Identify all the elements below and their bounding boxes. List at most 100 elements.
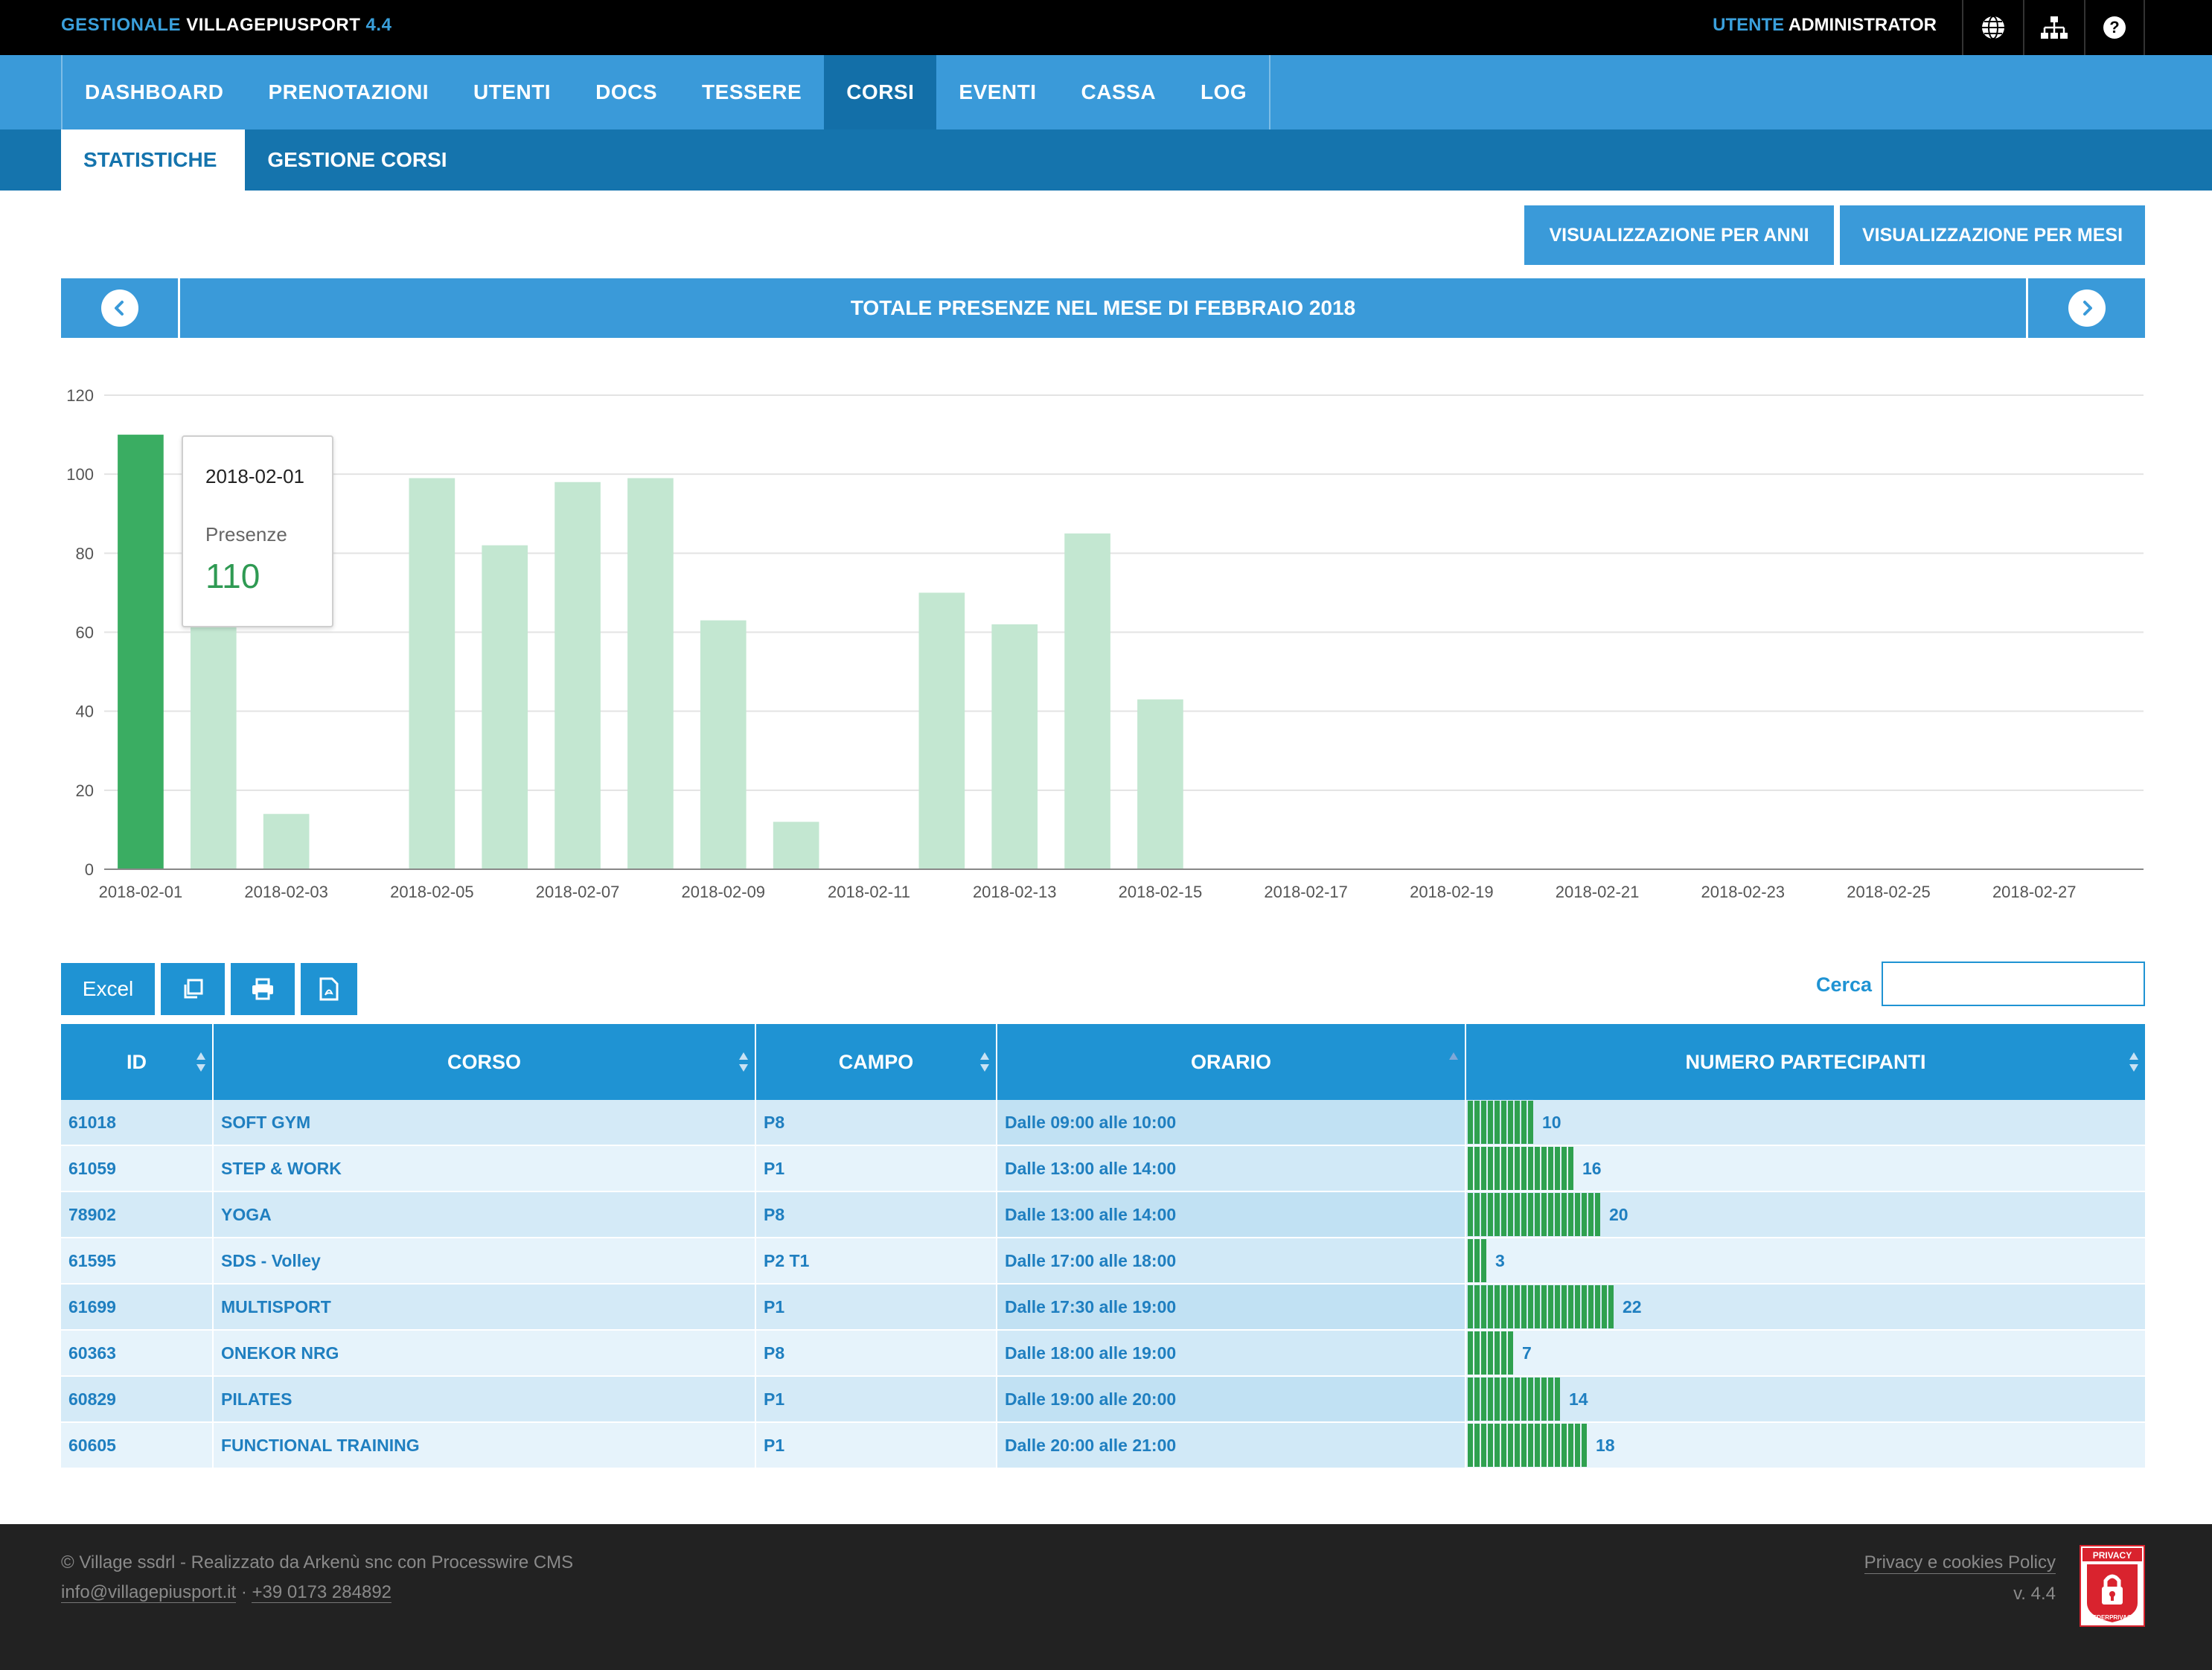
x-tick-label: 2018-02-11 — [828, 883, 910, 901]
participant-bar-segment — [1501, 1424, 1506, 1467]
nav-tessere[interactable]: TESSERE — [702, 80, 802, 103]
participants-count: 10 — [1542, 1112, 1561, 1132]
table-row[interactable]: 60363 ONEKOR NRG P8 Dalle 18:00 alle 19:00 7 — [61, 1331, 2145, 1377]
cell-corso: SOFT GYM — [214, 1100, 756, 1145]
footer-email-link[interactable]: info@villagepiusport.it — [61, 1582, 237, 1603]
nav-dashboard[interactable]: DASHBOARD — [85, 80, 224, 103]
participant-bar-segment — [1555, 1193, 1560, 1236]
tab-gestione-corsi[interactable]: GESTIONE CORSI — [267, 148, 447, 171]
x-tick-label: 2018-02-25 — [1847, 883, 1931, 901]
participant-bar-segment — [1541, 1193, 1547, 1236]
federprivacy-badge-icon[interactable]: PRIVACY FEDERPRIVACY — [2080, 1545, 2145, 1627]
month-title: TOTALE PRESENZE NEL MESE DI FEBBRAIO 201… — [850, 296, 1356, 319]
tooltip-label: Presenze — [205, 523, 287, 546]
sitemap-icon[interactable] — [2023, 0, 2084, 55]
month-navigator: TOTALE PRESENZE NEL MESE DI FEBBRAIO 201… — [61, 278, 2145, 338]
help-icon[interactable]: ? — [2084, 0, 2145, 55]
nav-log[interactable]: LOG — [1201, 80, 1247, 103]
table-row[interactable]: 61018 SOFT GYM P8 Dalle 09:00 alle 10:00 10 — [61, 1100, 2145, 1146]
table-row[interactable]: 61595 SDS - Volley P2 T1 Dalle 17:00 alle 1… — [61, 1238, 2145, 1285]
app-version: 4.4 — [365, 15, 392, 35]
participant-bar-segment — [1474, 1331, 1480, 1375]
participant-bar-segment — [1515, 1424, 1520, 1467]
participant-bar-segment — [1501, 1147, 1506, 1190]
table-row[interactable]: 60829 PILATES P1 Dalle 19:00 alle 20:00 14 — [61, 1377, 2145, 1423]
cell-corso: ONEKOR NRG — [214, 1331, 756, 1375]
col-header-id[interactable]: ID — [61, 1024, 214, 1100]
participant-bar-segment — [1541, 1424, 1547, 1467]
participant-bar-segment — [1568, 1147, 1573, 1190]
app-title: GESTIONALE VILLAGEPIUSPORT 4.4 — [61, 15, 391, 36]
x-tick-label: 2018-02-07 — [536, 883, 620, 901]
nav-eventi[interactable]: EVENTI — [959, 80, 1037, 103]
pdf-button[interactable] — [301, 963, 357, 1015]
participant-bar-segment — [1508, 1378, 1513, 1421]
sub-nav: STATISTICHE GESTIONE CORSI — [0, 129, 2212, 191]
participant-bar-segment — [1468, 1147, 1473, 1190]
participant-bar-segment — [1582, 1285, 1587, 1328]
table-row[interactable]: 61059 STEP & WORK P1 Dalle 13:00 alle 14:00… — [61, 1146, 2145, 1192]
cell-id: 61699 — [61, 1285, 214, 1329]
copy-icon — [184, 979, 203, 999]
cell-orario: Dalle 17:00 alle 18:00 — [997, 1238, 1466, 1283]
view-by-months-button[interactable]: VISUALIZZAZIONE PER MESI — [1840, 205, 2145, 265]
participant-bar-segment — [1548, 1193, 1553, 1236]
globe-icon[interactable] — [1962, 0, 2023, 55]
table-row[interactable]: 61699 MULTISPORT P1 Dalle 17:30 alle 19:00 2… — [61, 1285, 2145, 1331]
user-prefix: UTENTE — [1713, 15, 1785, 35]
participant-bar-segment — [1481, 1101, 1486, 1144]
participant-bar-segment — [1501, 1285, 1506, 1328]
sort-icon — [980, 1052, 989, 1072]
cell-campo: P1 — [756, 1285, 997, 1329]
participant-bar-segment — [1528, 1193, 1533, 1236]
cell-partecipanti: 14 — [1466, 1377, 2145, 1421]
participant-bar-segment — [1515, 1285, 1520, 1328]
nav-utenti[interactable]: UTENTI — [473, 80, 552, 103]
cell-orario: Dalle 19:00 alle 20:00 — [997, 1377, 1466, 1421]
sort-icon — [196, 1052, 205, 1072]
y-tick-label: 40 — [76, 703, 94, 721]
x-tick-label: 2018-02-23 — [1701, 883, 1786, 901]
tooltip-value: 110 — [205, 557, 260, 595]
privacy-policy-link[interactable]: Privacy e cookies Policy — [1864, 1552, 2056, 1574]
cell-orario: Dalle 13:00 alle 14:00 — [997, 1146, 1466, 1191]
col-header-campo[interactable]: CAMPO — [756, 1024, 997, 1100]
prev-month-button[interactable] — [61, 278, 180, 338]
cell-partecipanti: 20 — [1466, 1192, 2145, 1237]
nav-cassa[interactable]: CASSA — [1081, 80, 1157, 103]
cell-corso: MULTISPORT — [214, 1285, 756, 1329]
participant-bar-segment — [1521, 1424, 1527, 1467]
copy-button[interactable] — [161, 963, 225, 1015]
excel-button[interactable]: Excel — [61, 963, 155, 1015]
tab-statistiche[interactable]: STATISTICHE — [61, 129, 246, 191]
col-header-orario[interactable]: ORARIO — [997, 1024, 1466, 1100]
footer-phone-link[interactable]: +39 0173 284892 — [252, 1582, 392, 1603]
x-tick-label: 2018-02-17 — [1264, 883, 1348, 901]
print-button[interactable] — [231, 963, 295, 1015]
user-label[interactable]: UTENTE ADMINISTRATOR — [1713, 15, 1937, 36]
footer-version: v. 4.4 — [2013, 1584, 2056, 1604]
participant-bar-segment — [1528, 1147, 1533, 1190]
search-input[interactable] — [1882, 962, 2145, 1006]
chart-bar — [118, 435, 164, 869]
chart-bar — [482, 545, 528, 869]
col-header-partecipanti[interactable]: NUMERO PARTECIPANTI — [1466, 1024, 2145, 1100]
participant-bar-segment — [1548, 1424, 1553, 1467]
participant-bar-segment — [1568, 1193, 1573, 1236]
nav-corsi[interactable]: CORSI — [824, 55, 937, 129]
badge-top-text: PRIVACY — [2093, 1550, 2132, 1561]
participant-bar-segment — [1541, 1147, 1547, 1190]
participant-bar-segment — [1555, 1424, 1560, 1467]
next-month-button[interactable] — [2026, 278, 2145, 338]
nav-docs[interactable]: DOCS — [595, 80, 657, 103]
cell-campo: P8 — [756, 1100, 997, 1145]
y-tick-label: 60 — [76, 624, 94, 642]
nav-prenotazioni[interactable]: PRENOTAZIONI — [268, 80, 429, 103]
view-by-years-button[interactable]: VISUALIZZAZIONE PER ANNI — [1524, 205, 1834, 265]
table-row[interactable]: 60605 FUNCTIONAL TRAINING P1 Dalle 20:00 al… — [61, 1423, 2145, 1469]
participant-bar-segment — [1481, 1378, 1486, 1421]
col-header-corso[interactable]: CORSO — [214, 1024, 756, 1100]
chart-bar — [190, 624, 237, 869]
table-row[interactable]: 78902 YOGA P8 Dalle 13:00 alle 14:00 20 — [61, 1192, 2145, 1238]
attendance-chart: 0 20 40 60 80 100 120 2018-02-01 2018-02-03 2018-… — [0, 372, 2212, 923]
